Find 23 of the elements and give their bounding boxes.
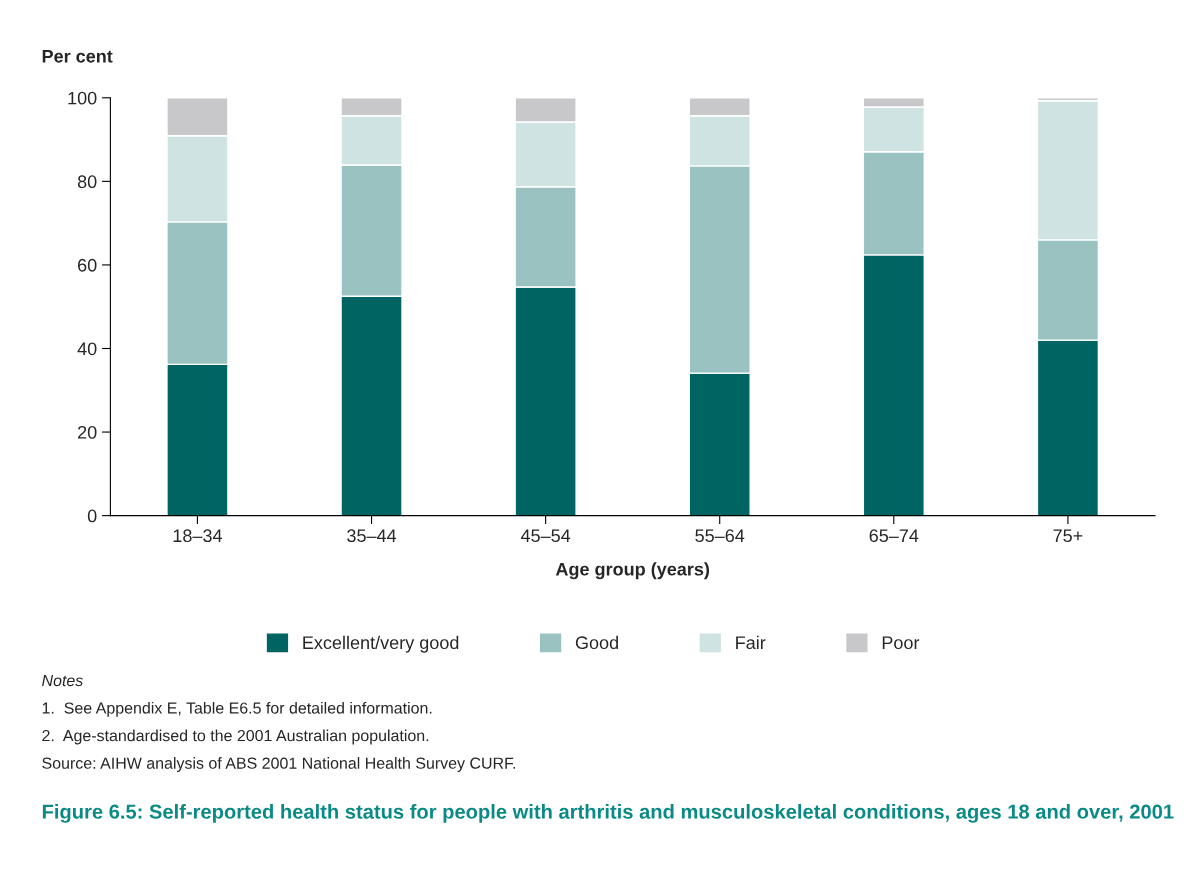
x-tick-label: 45–54 <box>520 529 571 543</box>
x-axis-title: Age group (years) <box>555 562 710 580</box>
y-tick-label: 0 <box>87 509 97 523</box>
x-tick-label: 55–64 <box>695 529 745 543</box>
source-note: Source: AIHW analysis of ABS 2001 National Health Survey CURF. <box>42 757 516 772</box>
text: Notes <box>42 675 83 687</box>
text: Figure 6.5: Self-reported health status for people with arthritis and musculoskeletal conditions, ages 18 and over, 2001 <box>42 804 1174 823</box>
x-tick-label: 75+ <box>1053 529 1083 543</box>
y-axis-title: Per cent <box>42 50 113 63</box>
x-tick-label: 65–74 <box>869 529 919 543</box>
legend-label: Poor <box>882 636 920 650</box>
legend-label: Excellent/very good <box>303 635 459 653</box>
y-tick-label: 40 <box>77 342 97 356</box>
y-tick-label: 20 <box>78 425 97 439</box>
legend-label: Fair <box>736 635 766 650</box>
y-tick-label: 100 <box>68 91 97 105</box>
legend-label: Good <box>575 635 618 650</box>
x-tick-label: 35–44 <box>347 529 397 543</box>
y-tick-label: 80 <box>77 175 97 189</box>
x-tick-label: 18–34 <box>173 529 223 543</box>
y-tick-label: 60 <box>78 258 97 272</box>
text: 1. See Appendix E, Table E6.5 for detailed information. <box>42 701 432 717</box>
text: 2. Age-standardised to the 2001 Australian population. <box>42 729 429 745</box>
